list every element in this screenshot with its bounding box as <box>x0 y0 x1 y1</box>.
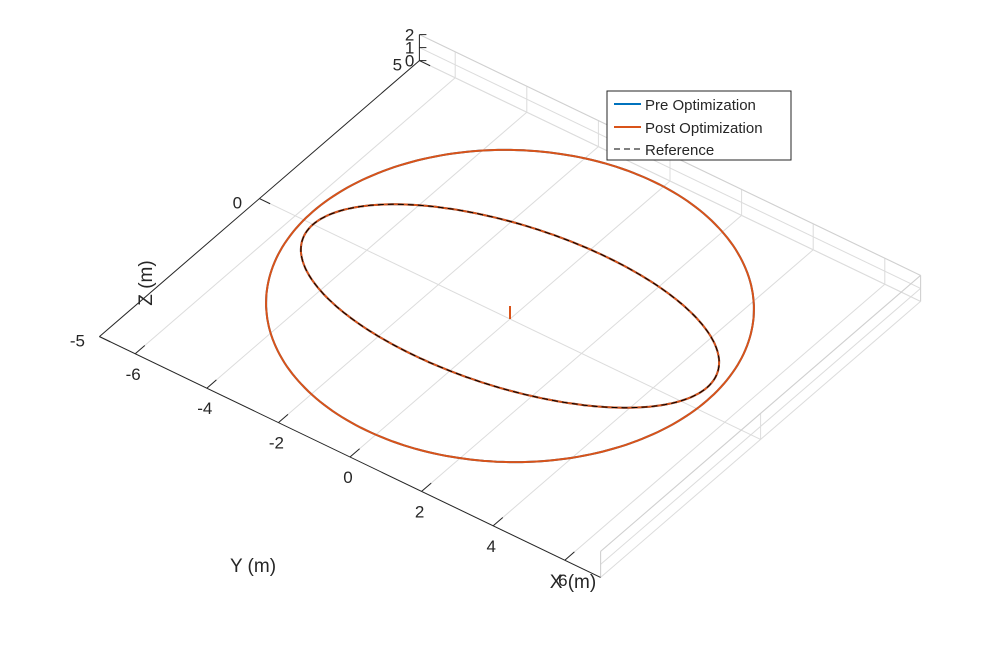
y-tick-label: -5 <box>70 332 85 351</box>
z-tick-label: 2 <box>405 26 414 45</box>
post-optimization-loop-horizontal <box>265 148 755 464</box>
curve-layer <box>265 148 755 464</box>
grid-line-z-wall <box>600 301 921 578</box>
x-tick-mark <box>278 413 289 423</box>
z-tick-label: 1 <box>405 39 414 58</box>
y-tick-label: 5 <box>393 56 402 75</box>
x-tick-mark <box>421 482 432 492</box>
box-edge <box>600 275 921 552</box>
legend-label-pre: Pre Optimization <box>645 97 756 114</box>
legend-label-reference: Reference <box>645 142 714 159</box>
z-tick-label: 0 <box>405 52 414 71</box>
grid-line-z-wall <box>419 47 921 289</box>
y-tick-mark <box>99 336 111 343</box>
x-tick-mark <box>134 345 146 355</box>
z-axis-label: Z (m) <box>136 260 157 305</box>
x-tick-label: 4 <box>486 537 495 556</box>
x-tick-mark <box>492 517 504 527</box>
grid-line-z-wall <box>600 288 921 565</box>
reference-trajectory <box>300 203 720 409</box>
x-tick-mark <box>206 379 217 389</box>
x-tick-label: 0 <box>343 468 352 487</box>
x-tick-mark <box>564 551 575 561</box>
x-tick-mark <box>349 448 360 458</box>
legend-label-post: Post Optimization <box>645 120 763 137</box>
x-tick-label: -6 <box>126 365 141 384</box>
grid-line-z-wall <box>419 60 921 302</box>
x-tick-label: 2 <box>415 502 424 521</box>
x-tick-label: -2 <box>269 434 284 453</box>
x-tick-label: 6 <box>558 571 567 590</box>
y-tick-mark <box>419 60 431 67</box>
x-tick-label: -4 <box>197 399 212 418</box>
legend[interactable]: Pre Optimization Post Optimization Refer… <box>606 90 792 161</box>
x-axis-label: X (m) <box>550 572 596 593</box>
y-tick-mark <box>259 198 271 205</box>
y-axis-label: Y (m) <box>230 556 276 577</box>
y-tick-label: 0 <box>233 194 242 213</box>
